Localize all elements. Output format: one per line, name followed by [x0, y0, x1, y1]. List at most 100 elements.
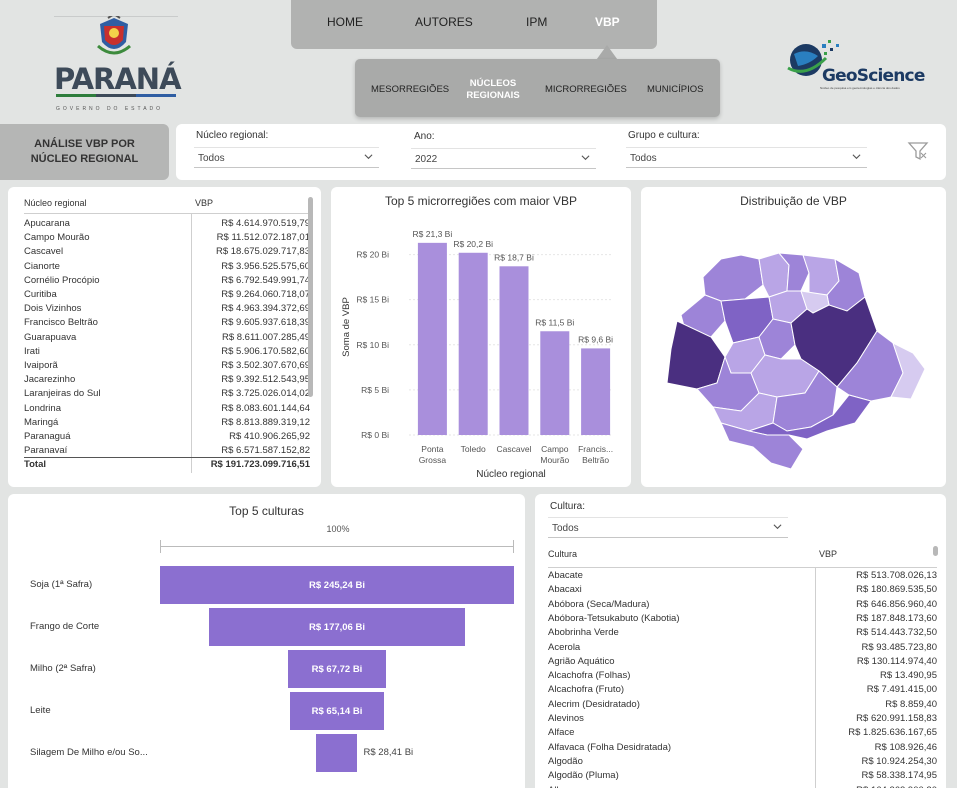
funnel-bar[interactable]: R$ 245,24 Bi — [160, 566, 514, 604]
table-row[interactable]: Curitiba R$ 9.264.060.718,07 — [24, 288, 310, 302]
bar[interactable] — [540, 331, 570, 435]
bar[interactable] — [581, 348, 611, 435]
cultura-scrollbar[interactable] — [933, 546, 938, 556]
funnel-category-label: Silagem De Milho e/ou So... — [30, 747, 148, 758]
subnav-municipios[interactable]: MUNICÍPIOS — [647, 84, 704, 95]
chart-title: Top 5 microrregiões com maior VBP — [384, 194, 578, 208]
bar[interactable] — [499, 266, 529, 435]
filter-grupo-label: Grupo e cultura: — [628, 130, 700, 141]
parana-logo: PARANÁ GOVERNO DO ESTADO — [54, 14, 182, 112]
col-header-vbp[interactable]: VBP — [195, 198, 214, 208]
table-row[interactable]: Jacarezinho R$ 9.392.512.543,95 — [24, 373, 310, 387]
header-divider — [24, 213, 310, 214]
bar-chart-svg: R$ 0 Bi R$ 5 Bi R$ 10 Bi R$ 15 Bi R$ 20 Bi R$… — [341, 229, 613, 480]
table-row[interactable]: Laranjeiras do Sul R$ 3.725.026.014,02 — [24, 387, 310, 401]
x-tick-label: Campo — [541, 444, 569, 454]
table-row[interactable]: Irati R$ 5.906.170.582,60 — [24, 345, 310, 359]
table-row[interactable]: Londrina R$ 8.083.601.144,64 — [24, 402, 310, 416]
funnel-category-label: Leite — [30, 705, 51, 716]
cultura-vbp: R$ 130.114.974,40 — [856, 655, 937, 667]
nucleo-name: Ivaiporã — [24, 360, 58, 371]
sub-navigation: MESORREGIÕES NÚCLEOS REGIONAIS MICRORREG… — [355, 59, 720, 117]
table-row[interactable]: Alcachofra (Fruto) R$ 7.491.415,00 — [548, 683, 937, 697]
table-row[interactable]: Algodão (Pluma) R$ 58.338.174,95 — [548, 769, 937, 783]
filter-grupo-dropdown[interactable]: Todos — [626, 147, 867, 168]
table-row[interactable]: Maringá R$ 8.813.889.319,12 — [24, 416, 310, 430]
table-row[interactable]: Acerola R$ 93.485.723,80 — [548, 641, 937, 655]
table-row[interactable]: Alevinos R$ 620.991.158,83 — [548, 712, 937, 726]
table-row[interactable]: Apucarana R$ 4.614.970.519,79 — [24, 217, 310, 231]
col-header-nucleo[interactable]: Núcleo regional — [24, 198, 87, 208]
table-row[interactable]: Ivaiporã R$ 3.502.307.670,69 — [24, 359, 310, 373]
cultura-vbp: R$ 7.491.415,00 — [866, 684, 937, 696]
cultura-name: Abacate — [548, 570, 583, 581]
bar-data-label: R$ 11,5 Bi — [535, 317, 574, 327]
table-row[interactable]: Alecrim (Desidratado) R$ 8.859,40 — [548, 698, 937, 712]
nucleo-vbp: R$ 3.956.525.575,60 — [221, 260, 310, 272]
table-row[interactable]: Guarapuava R$ 8.611.007.285,49 — [24, 331, 310, 345]
table-row[interactable]: Alho R$ 164.363.900,20 — [548, 784, 937, 788]
page-title: ANÁLISE VBP POR NÚCLEO REGIONAL — [0, 124, 169, 180]
table-row[interactable]: Francisco Beltrão R$ 9.605.937.618,39 — [24, 316, 310, 330]
chevron-down-icon — [773, 524, 782, 530]
cultura-name: Alevinos — [548, 713, 584, 724]
table-scrollbar[interactable] — [308, 197, 313, 397]
bar[interactable] — [417, 242, 447, 435]
bar[interactable] — [458, 252, 488, 435]
filter-nucleo-dropdown[interactable]: Todos — [194, 147, 379, 168]
table-row[interactable]: Alface R$ 1.825.636.167,65 — [548, 726, 937, 740]
table-row[interactable]: Paranavaí R$ 6.571.587.152,82 — [24, 444, 310, 458]
table-row[interactable]: Agrião Aquático R$ 130.114.974,40 — [548, 655, 937, 669]
table-row[interactable]: Paranaguá R$ 410.906.265,92 — [24, 430, 310, 444]
nucleo-name: Cianorte — [24, 260, 60, 272]
table-row[interactable]: Cornélio Procópio R$ 6.792.549.991,74 — [24, 274, 310, 288]
col-header-cultura-vbp[interactable]: VBP — [819, 549, 838, 559]
map-region[interactable] — [702, 254, 764, 302]
table-row[interactable]: Algodão R$ 10.924.254,30 — [548, 755, 937, 769]
table-row[interactable]: Alfavaca (Folha Desidratada) R$ 108.926,4… — [548, 741, 937, 755]
nucleo-vbp: R$ 6.792.549.991,74 — [221, 274, 310, 286]
subnav-nucleos-regionais[interactable]: NÚCLEOS REGIONAIS — [466, 78, 520, 101]
table-row[interactable]: Abóbora-Tetsukabuto (Kabotia) R$ 187.848.… — [548, 612, 937, 626]
nav-ipm[interactable]: IPM — [526, 15, 548, 29]
map-region[interactable] — [890, 342, 926, 400]
table-row[interactable]: Dois Vizinhos R$ 4.963.394.372,69 — [24, 302, 310, 316]
y-tick-label: R$ 0 Bi — [361, 430, 389, 440]
filter-nucleo-value: Todos — [198, 153, 225, 164]
cultura-filter-dropdown[interactable]: Todos — [548, 517, 788, 538]
nav-home[interactable]: HOME — [327, 15, 363, 29]
cultura-column-divider — [815, 567, 816, 788]
table-row[interactable]: Abóbora (Seca/Madura) R$ 646.856.960,40 — [548, 598, 937, 612]
nucleo-vbp: R$ 4.614.970.519,79 — [221, 218, 310, 229]
funnel-bar[interactable]: R$ 177,06 Bi — [209, 608, 465, 646]
table-total-row: Total R$ 191.723.099.716,51 — [24, 458, 310, 472]
nav-autores[interactable]: AUTORES — [415, 15, 473, 29]
cultura-vbp: R$ 10.924.254,30 — [861, 755, 937, 767]
bar-data-label: R$ 18,7 Bi — [494, 252, 534, 262]
nucleo-vbp: R$ 8.611.007.285,49 — [221, 331, 310, 343]
x-tick-label: Cascavel — [497, 444, 532, 454]
nucleo-name: Maringá — [24, 416, 59, 428]
cultura-name: Acerola — [548, 641, 581, 653]
subnav-mesorregioes[interactable]: MESORREGIÕES — [371, 84, 450, 95]
map-region[interactable] — [720, 422, 804, 470]
table-row[interactable]: Abobrinha Verde R$ 514.443.732,50 — [548, 626, 937, 640]
cultura-name: Abóbora-Tetsukabuto (Kabotia) — [548, 612, 680, 624]
funnel-bar[interactable]: R$ 67,72 Bi — [288, 650, 386, 688]
table-row[interactable]: Abacate R$ 513.708.026,13 — [548, 569, 937, 583]
funnel-bar[interactable] — [316, 734, 358, 772]
clear-filter-icon[interactable] — [907, 140, 929, 162]
subnav-microrregioes[interactable]: MICRORREGIÕES — [545, 84, 627, 95]
nav-vbp[interactable]: VBP — [595, 15, 620, 29]
table-row[interactable]: Campo Mourão R$ 11.512.072.187,01 — [24, 231, 310, 245]
cultura-vbp: R$ 13.490,95 — [879, 670, 937, 682]
filter-ano-dropdown[interactable]: 2022 — [411, 148, 596, 169]
col-header-cultura[interactable]: Cultura — [548, 549, 578, 559]
table-row[interactable]: Cascavel R$ 18.675.029.717,83 — [24, 245, 310, 259]
funnel-data-label: R$ 28,41 Bi — [363, 747, 414, 758]
funnel-bar[interactable]: R$ 65,14 Bi — [289, 692, 384, 730]
table-row[interactable]: Cianorte R$ 3.956.525.575,60 — [24, 260, 310, 274]
table-row[interactable]: Abacaxi R$ 180.869.535,50 — [548, 583, 937, 597]
nucleo-name: Irati — [24, 345, 40, 357]
table-row[interactable]: Alcachofra (Folhas) R$ 13.490,95 — [548, 669, 937, 683]
